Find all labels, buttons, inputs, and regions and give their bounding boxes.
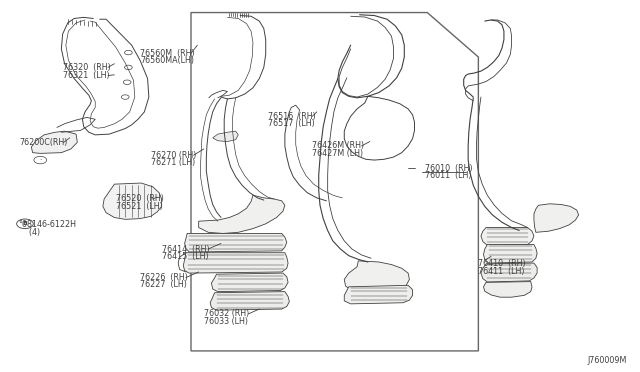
Text: J760009M: J760009M — [587, 356, 627, 365]
Polygon shape — [103, 183, 162, 219]
Polygon shape — [198, 195, 285, 234]
Text: 76011  (LH): 76011 (LH) — [426, 171, 472, 180]
Text: 76320  (RH): 76320 (RH) — [63, 63, 111, 72]
Text: 76010  (RH): 76010 (RH) — [426, 164, 473, 173]
Text: ·: · — [39, 157, 42, 163]
Polygon shape — [184, 234, 287, 252]
Text: 76271 (LH): 76271 (LH) — [151, 158, 195, 167]
Polygon shape — [183, 253, 288, 273]
Polygon shape — [344, 285, 413, 304]
Polygon shape — [212, 131, 238, 141]
Polygon shape — [483, 244, 537, 263]
Text: 76415  (LH): 76415 (LH) — [162, 252, 208, 261]
Text: 76321  (LH): 76321 (LH) — [63, 71, 110, 80]
Text: 76226  (RH): 76226 (RH) — [140, 273, 188, 282]
Polygon shape — [31, 131, 77, 153]
Text: 76033 (LH): 76033 (LH) — [204, 317, 248, 326]
Text: 76516  (RH): 76516 (RH) — [268, 112, 316, 121]
Text: 76414  (RH): 76414 (RH) — [162, 244, 209, 253]
Text: 76521  (LH): 76521 (LH) — [116, 202, 163, 211]
Polygon shape — [534, 204, 579, 232]
Text: 76560MA(LH): 76560MA(LH) — [140, 56, 194, 65]
Text: °08146-6122H: °08146-6122H — [19, 221, 77, 230]
Text: 76227  (LH): 76227 (LH) — [140, 280, 187, 289]
Text: (4): (4) — [19, 228, 40, 237]
Text: B: B — [22, 221, 28, 226]
Polygon shape — [481, 263, 537, 282]
Text: 76200C(RH): 76200C(RH) — [20, 138, 68, 147]
Text: 76410  (RH): 76410 (RH) — [478, 259, 526, 268]
Polygon shape — [211, 273, 288, 292]
Text: 76517  (LH): 76517 (LH) — [268, 119, 314, 128]
Text: 76426M (RH): 76426M (RH) — [312, 141, 364, 151]
Polygon shape — [210, 292, 289, 310]
Polygon shape — [483, 282, 532, 297]
Text: 76411  (LH): 76411 (LH) — [478, 267, 525, 276]
Text: 76032 (RH): 76032 (RH) — [204, 310, 249, 318]
Text: 76560M  (RH): 76560M (RH) — [140, 49, 195, 58]
Text: 76270 (RH): 76270 (RH) — [151, 151, 196, 160]
Polygon shape — [481, 228, 534, 245]
Polygon shape — [344, 261, 410, 294]
Text: 76427M (LH): 76427M (LH) — [312, 149, 364, 158]
Text: 76520  (RH): 76520 (RH) — [116, 195, 163, 203]
